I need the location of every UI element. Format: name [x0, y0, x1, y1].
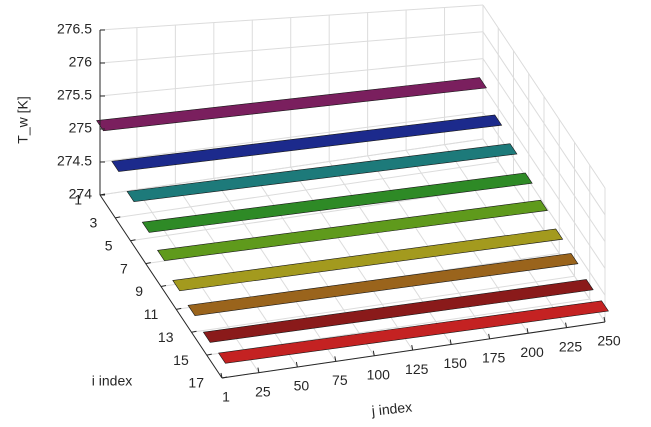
- y-axis-label: i index: [92, 373, 132, 389]
- x-tick-label: 200: [520, 344, 544, 360]
- z-tick-label: 276: [69, 54, 93, 70]
- x-tick-label: 1: [222, 389, 230, 405]
- y-tick: [130, 239, 136, 242]
- grid-line: [115, 161, 499, 219]
- z-tick-label: 276.5: [57, 21, 92, 37]
- x-tick: [220, 372, 223, 379]
- z-tick-label: 275.5: [57, 87, 92, 103]
- y-tick: [145, 262, 151, 265]
- surface: [96, 77, 609, 364]
- grid-line: [99, 111, 484, 163]
- grid-line: [99, 31, 484, 64]
- y-tick-label: 3: [89, 215, 97, 231]
- y-tick-label: 7: [120, 260, 128, 276]
- y-tick-label: 17: [188, 375, 204, 391]
- x-tick: [449, 339, 452, 345]
- x-tick: [565, 322, 568, 328]
- y-tick: [206, 353, 212, 356]
- ribbon: [126, 143, 518, 202]
- x-axis: [221, 321, 606, 379]
- grid-line: [99, 4, 484, 31]
- y-tick: [221, 376, 228, 379]
- grid-line: [191, 275, 575, 333]
- y-tick: [115, 216, 121, 219]
- x-tick: [603, 316, 606, 323]
- ribbon: [157, 199, 548, 261]
- ribbon: [96, 77, 487, 132]
- y-tick: [160, 285, 167, 287]
- x-tick-label: 250: [597, 333, 621, 349]
- grid-line: [99, 58, 484, 97]
- y-tick-label: 11: [144, 306, 159, 322]
- x-tick: [372, 350, 375, 356]
- z-tick-label: 274.5: [57, 153, 92, 169]
- y-tick: [99, 193, 106, 196]
- x-tick: [334, 356, 337, 362]
- y-tick: [191, 330, 197, 333]
- y-tick-label: 13: [158, 329, 174, 345]
- y-tick-label: 1: [74, 192, 82, 208]
- z-axis-label: T_w [K]: [15, 96, 31, 143]
- grid-line: [99, 138, 484, 196]
- ribbon: [141, 172, 533, 233]
- x-tick: [411, 345, 414, 351]
- x-tick-label: 150: [444, 355, 468, 371]
- x-tick-label: 25: [255, 383, 271, 399]
- x-tick-label: 100: [367, 366, 391, 382]
- x-tick-label: 75: [332, 372, 348, 388]
- x-tick: [526, 328, 529, 334]
- ribbon: [111, 114, 503, 172]
- x-tick: [488, 333, 491, 339]
- x-axis-label: j index: [370, 399, 413, 419]
- ribbon: [187, 253, 579, 316]
- ribbon: [172, 228, 564, 292]
- y-tick: [176, 307, 182, 310]
- y-tick-label: 9: [135, 283, 143, 299]
- y-tick-label: 15: [173, 352, 189, 368]
- x-tick: [295, 361, 298, 368]
- x-tick: [257, 367, 260, 373]
- x-tick-label: 125: [405, 361, 429, 377]
- x-tick-label: 225: [559, 338, 583, 354]
- x-tick-label: 50: [294, 378, 310, 394]
- ribbon: [218, 300, 609, 364]
- x-tick-label: 175: [482, 350, 506, 366]
- ribbon: [202, 279, 594, 343]
- z-tick-label: 274: [69, 186, 93, 202]
- z-tick-label: 275: [69, 120, 93, 136]
- y-tick-label: 5: [105, 237, 113, 253]
